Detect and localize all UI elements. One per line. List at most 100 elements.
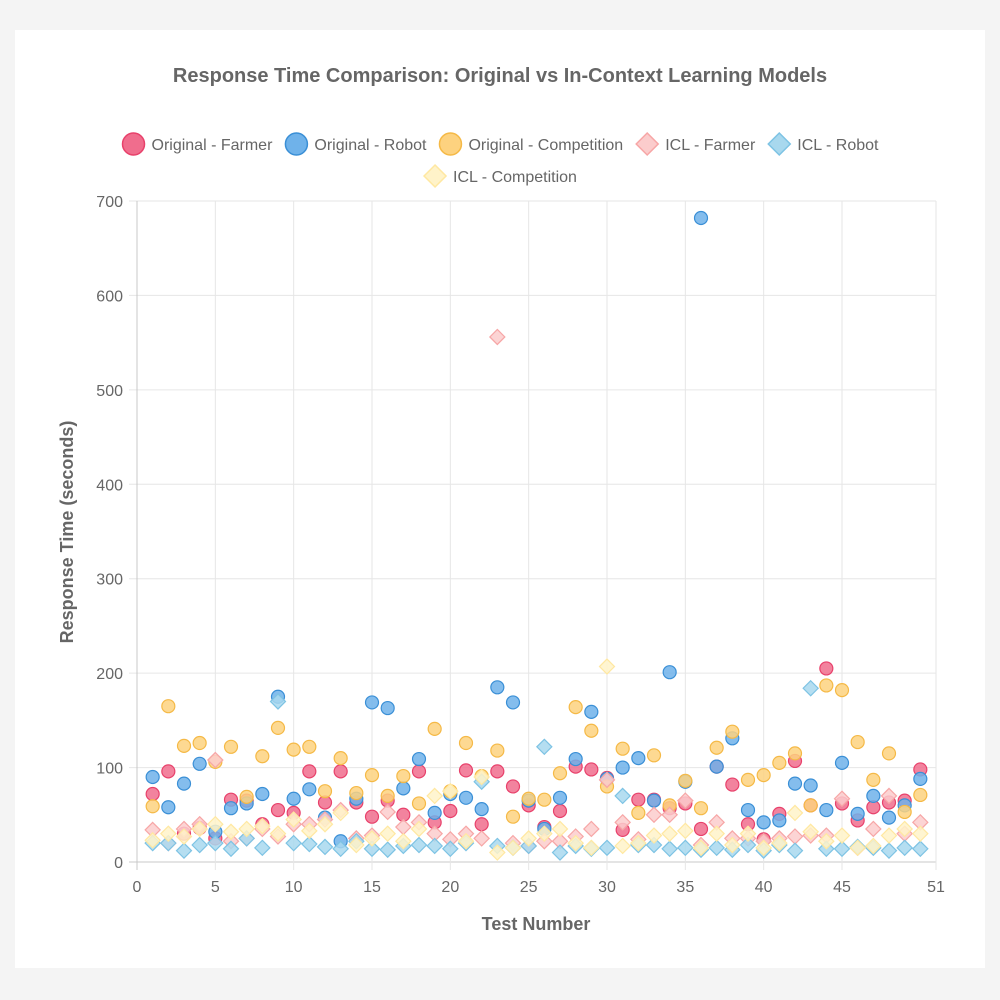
data-point[interactable] [474, 802, 489, 817]
data-point[interactable] [709, 759, 724, 774]
data-point[interactable] [819, 661, 834, 676]
data-point[interactable] [881, 810, 897, 825]
data-point[interactable] [582, 839, 600, 857]
data-point[interactable] [803, 798, 818, 813]
data-point[interactable] [441, 782, 459, 800]
data-point[interactable] [615, 741, 630, 756]
data-point[interactable] [833, 790, 851, 808]
data-point[interactable] [833, 827, 851, 844]
data-point[interactable] [708, 839, 726, 857]
data-point[interactable] [333, 764, 348, 779]
data-point[interactable] [159, 825, 177, 843]
data-point[interactable] [396, 768, 411, 784]
data-point[interactable] [411, 764, 427, 779]
data-point[interactable] [911, 825, 929, 843]
data-point[interactable] [833, 840, 851, 858]
data-point[interactable] [552, 766, 568, 781]
data-point[interactable] [286, 791, 301, 806]
data-point[interactable] [380, 700, 395, 716]
data-point[interactable] [379, 825, 397, 843]
data-point[interactable] [364, 809, 380, 824]
data-point[interactable] [756, 768, 771, 783]
data-point[interactable] [238, 830, 256, 847]
data-point[interactable] [192, 756, 207, 771]
data-point[interactable] [161, 800, 176, 815]
data-point[interactable] [473, 830, 491, 847]
data-point[interactable] [819, 678, 834, 693]
data-point[interactable] [850, 734, 865, 750]
data-point[interactable] [802, 823, 820, 841]
data-point[interactable] [631, 751, 646, 766]
data-point[interactable] [457, 832, 475, 850]
data-point[interactable] [817, 832, 835, 850]
data-point[interactable] [426, 837, 444, 855]
data-point[interactable] [551, 820, 569, 838]
data-point[interactable] [380, 788, 395, 804]
data-point[interactable] [145, 799, 160, 814]
data-point[interactable] [223, 739, 239, 754]
data-point[interactable] [285, 834, 303, 852]
data-point[interactable] [317, 784, 333, 799]
data-point[interactable] [850, 806, 865, 821]
data-point[interactable] [222, 823, 240, 841]
data-point[interactable] [427, 721, 442, 736]
data-point[interactable] [849, 839, 867, 857]
data-point[interactable] [629, 834, 647, 852]
data-point[interactable] [866, 772, 881, 787]
data-point[interactable] [332, 804, 350, 822]
legend-item-original-robot[interactable]: Original - Robot [284, 132, 427, 156]
data-point[interactable] [584, 762, 599, 777]
data-point[interactable] [458, 763, 474, 778]
data-point[interactable] [897, 804, 912, 820]
data-point[interactable] [786, 842, 804, 860]
data-point[interactable] [535, 738, 553, 756]
data-point[interactable] [349, 785, 364, 801]
data-point[interactable] [614, 787, 632, 805]
data-point[interactable] [615, 760, 630, 775]
data-point[interactable] [911, 840, 929, 858]
data-point[interactable] [693, 210, 709, 226]
data-point[interactable] [787, 776, 803, 791]
data-point[interactable] [364, 768, 380, 783]
data-point[interactable] [175, 842, 193, 860]
data-point[interactable] [192, 735, 207, 751]
data-point[interactable] [582, 820, 600, 838]
data-point[interactable] [723, 836, 741, 854]
data-point[interactable] [379, 841, 397, 859]
data-point[interactable] [834, 755, 850, 770]
data-point[interactable] [692, 839, 710, 857]
data-point[interactable] [567, 834, 585, 852]
data-point[interactable] [176, 776, 192, 791]
data-point[interactable] [411, 751, 427, 767]
data-point[interactable] [364, 695, 380, 710]
data-point[interactable] [661, 825, 679, 843]
data-point[interactable] [770, 834, 788, 852]
data-point[interactable] [552, 803, 568, 819]
data-point[interactable] [708, 825, 726, 843]
data-point[interactable] [866, 788, 881, 804]
data-point[interactable] [755, 839, 773, 857]
data-point[interactable] [238, 820, 256, 838]
data-point[interactable] [568, 751, 583, 767]
data-point[interactable] [286, 742, 301, 757]
data-point[interactable] [676, 792, 694, 809]
data-point[interactable] [145, 786, 160, 802]
data-point[interactable] [206, 815, 224, 833]
data-point[interactable] [880, 787, 898, 805]
data-point[interactable] [896, 839, 914, 857]
data-point[interactable] [505, 809, 521, 824]
data-point[interactable] [678, 773, 693, 788]
data-point[interactable] [206, 834, 224, 852]
data-point[interactable] [786, 804, 804, 822]
data-point[interactable] [191, 836, 209, 854]
data-point[interactable] [239, 789, 254, 804]
data-point[interactable] [864, 820, 882, 838]
data-point[interactable] [490, 680, 505, 695]
legend-item-original-competition[interactable]: Original - Competition [438, 132, 623, 156]
data-point[interactable] [363, 830, 381, 847]
data-point[interactable] [300, 822, 318, 840]
data-point[interactable] [646, 793, 662, 808]
data-point[interactable] [302, 739, 317, 754]
data-point[interactable] [191, 820, 209, 838]
data-point[interactable] [394, 818, 412, 836]
